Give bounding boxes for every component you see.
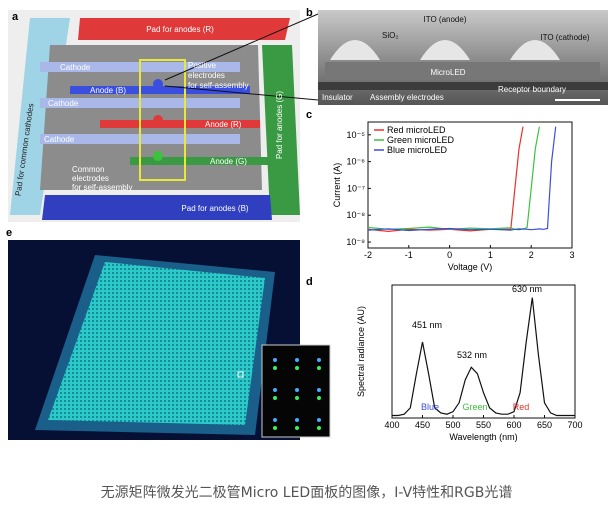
label: Positive: [188, 61, 217, 70]
panel-label: a: [12, 11, 19, 23]
label: for self-assembly: [188, 81, 248, 90]
x-axis-label: Wavelength (nm): [449, 432, 517, 442]
panel-glow: [48, 262, 265, 425]
panel-label: e: [6, 227, 12, 239]
label: Cathode: [60, 63, 91, 72]
inset-dots: [273, 358, 321, 422]
label: Anode (R): [205, 120, 242, 129]
figure: a Pad for anodes (R) Pad for anodes (G) …: [6, 7, 608, 442]
label: Assembly electrodes: [370, 93, 444, 102]
label: Cathode: [48, 99, 79, 108]
data-line: [392, 297, 575, 417]
x-tick-label: 1: [488, 250, 493, 260]
label: Pad for anodes (G): [275, 91, 284, 159]
label: for self-assembly: [72, 183, 132, 192]
legend-label: Green microLED: [387, 135, 455, 145]
annotation: 451 nm: [412, 320, 442, 330]
data-line: [367, 126, 540, 230]
label: Anode (B): [90, 86, 126, 95]
label: electrodes: [188, 71, 225, 80]
r-pad: [78, 18, 290, 40]
panel-e: e: [6, 227, 331, 440]
x-tick-label: -2: [364, 250, 372, 260]
anode-g: [130, 157, 270, 165]
panel-label: c: [306, 109, 312, 121]
highlight: [139, 59, 186, 181]
callout: [164, 13, 319, 81]
label: MicroLED: [430, 68, 465, 77]
wells: [330, 40, 560, 60]
label: ITO (cathode): [540, 33, 590, 42]
label: ITO (anode): [424, 15, 467, 24]
g-pad: [262, 45, 300, 215]
annotation: 630 nm: [512, 284, 542, 294]
plot-frame: [367, 121, 573, 249]
label: Anode (G): [210, 157, 247, 166]
label: Cathode: [44, 135, 75, 144]
panel-label: b: [306, 7, 313, 19]
y-tick-label: 10⁻⁶: [347, 157, 366, 167]
substrate: [40, 45, 262, 190]
y-tick-label: 10⁻⁷: [347, 183, 365, 193]
anode-b: [70, 86, 250, 94]
legend-label: Red microLED: [387, 125, 446, 135]
x-tick-label: 2: [529, 250, 534, 260]
caption: 无源矩阵微发光二极管Micro LED面板的图像，I-V特性和RGB光谱: [100, 485, 513, 501]
callout: [164, 85, 319, 101]
zoom-box: [237, 371, 244, 378]
y-axis-label: Spectral radiance (AU): [356, 306, 366, 397]
x-tick-label: 650: [537, 420, 552, 430]
x-tick-label: 700: [567, 420, 582, 430]
data-line: [367, 126, 557, 232]
x-tick-label: 400: [384, 420, 399, 430]
x-axis-label: Voltage (V): [448, 262, 493, 272]
panel-b: b SiO₂ ITO (anode) ITO (cathode) MicroLE…: [306, 7, 608, 105]
y-tick-label: 10⁻⁵: [347, 130, 366, 140]
b-pad: [42, 195, 272, 220]
label: SiO₂: [382, 31, 398, 40]
label: Insulator: [322, 93, 353, 102]
x-tick-label: 550: [476, 420, 491, 430]
x-tick-label: 450: [415, 420, 430, 430]
legend-label: Blue microLED: [387, 145, 448, 155]
led: [153, 151, 163, 161]
label: Receptor boundary: [498, 85, 566, 94]
panel-a: a Pad for anodes (R) Pad for anodes (G) …: [8, 10, 319, 222]
band-label: Green: [462, 402, 487, 412]
annotation: 532 nm: [457, 350, 487, 360]
x-tick-label: -1: [405, 250, 413, 260]
led: [153, 115, 163, 125]
inset-dots: [273, 366, 321, 430]
y-tick-label: 10⁻⁹: [346, 237, 365, 247]
microled-layer: [325, 62, 600, 80]
label: Pad for anodes (R): [146, 25, 214, 34]
led: [153, 79, 163, 89]
y-axis-label: Current (A): [332, 163, 342, 208]
anode-r: [100, 120, 260, 128]
panel-label: d: [306, 276, 313, 288]
band-label: Red: [513, 402, 530, 412]
electrode-layer: [318, 82, 608, 90]
label: electrodes: [72, 174, 109, 183]
label: Common: [72, 165, 104, 174]
x-tick-label: 600: [506, 420, 521, 430]
label: Pad for anodes (B): [181, 204, 248, 213]
x-tick-label: 500: [445, 420, 460, 430]
x-tick-label: 3: [569, 250, 574, 260]
x-tick-label: 0: [447, 250, 452, 260]
band-label: Blue: [421, 402, 439, 412]
y-tick-label: 10⁻⁸: [346, 210, 365, 220]
